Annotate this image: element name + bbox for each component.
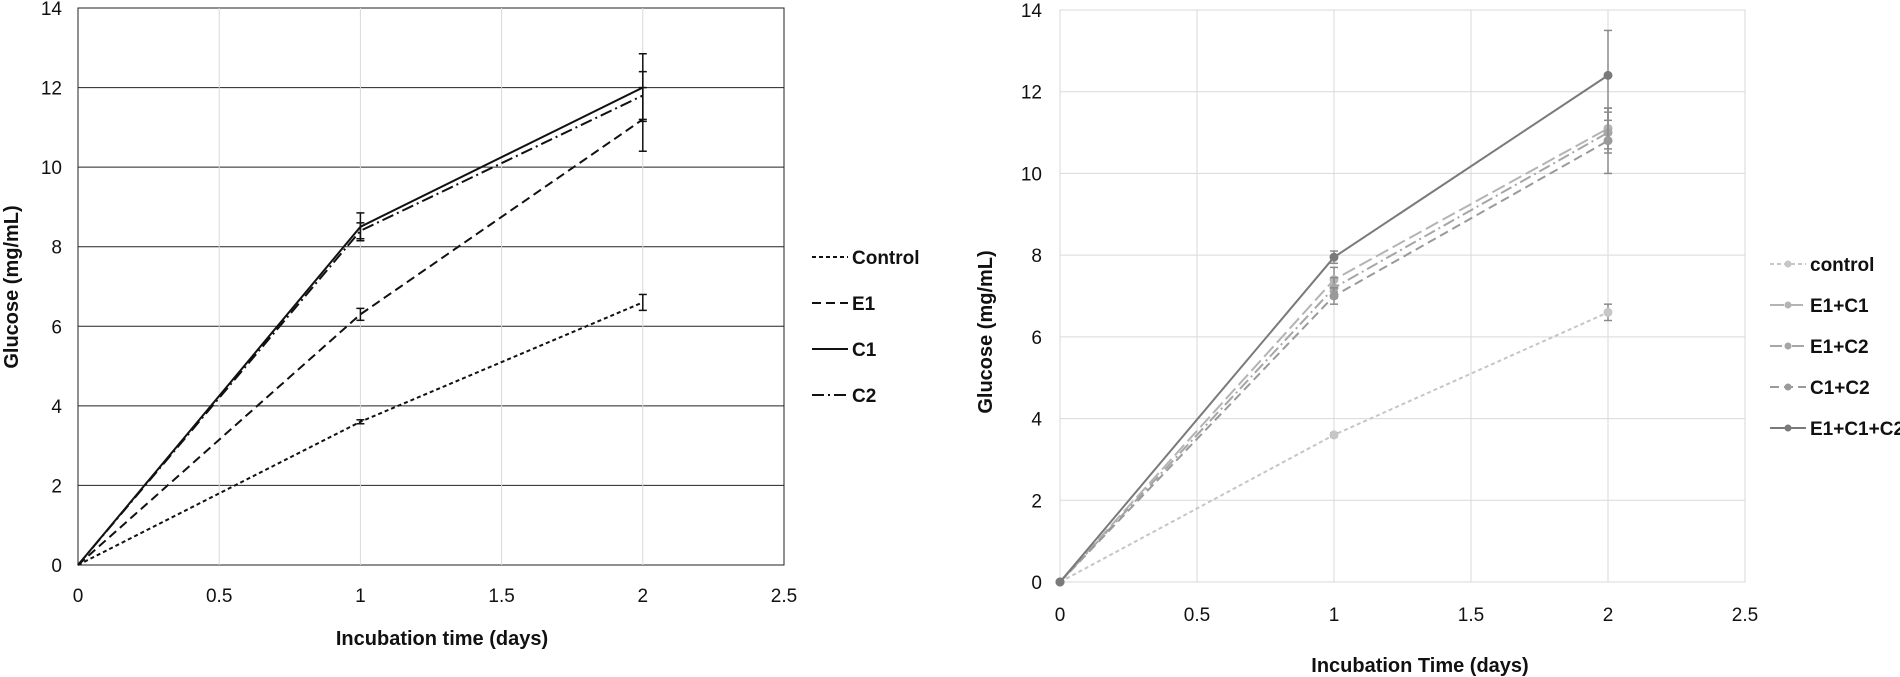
legend-label-e1: E1 — [852, 294, 876, 315]
y-tick-label: 10 — [1021, 164, 1042, 185]
y-axis-label-right: Glucose (mg/mL) — [975, 250, 997, 413]
gridlines-right — [1060, 9, 1745, 583]
y-tick-label: 0 — [51, 556, 62, 577]
series-line-e1 — [77, 118, 644, 566]
y-tick-label: 10 — [41, 158, 62, 179]
x-tick-label: 0.5 — [1184, 605, 1210, 626]
legend-right: control E1+C1 E1+C2 C1+C2 E1+C1+C2 — [1770, 255, 1900, 440]
legend-label-control: Control — [852, 248, 920, 269]
y-tick-label: 2 — [1031, 491, 1042, 512]
y-tick-label: 6 — [1031, 328, 1042, 349]
legend-left: Control E1 C1 C2 — [812, 248, 920, 407]
x-tick-label: 2.5 — [771, 586, 797, 607]
y-tick-label: 14 — [41, 0, 63, 20]
data-point-control — [1603, 307, 1613, 317]
plot-area-right — [1059, 9, 1746, 583]
legend-label-e1-c1: E1+C1 — [1810, 296, 1869, 317]
x-tick-label: 1 — [1329, 605, 1340, 626]
y-tick-label: 14 — [1021, 1, 1043, 22]
x-tick-label: 2.5 — [1732, 605, 1758, 626]
legend-marker-control — [1784, 260, 1792, 268]
y-axis-label-left: Glucose (mg/mL) — [1, 205, 23, 368]
tick-labels-left: 0 2 4 6 8 10 12 14 0 0.5 1 1.5 2 2.5 — [41, 0, 797, 607]
chart-left: 0 2 4 6 8 10 12 14 0 0.5 1 1.5 2 2.5 Control E1 C1 C2 In… — [1, 0, 920, 650]
legend-label-c2: C2 — [852, 386, 876, 407]
data-point-e1-c1-c2 — [1055, 577, 1065, 587]
x-tick-label: 0.5 — [206, 586, 232, 607]
legend-label-c1: C1 — [852, 340, 877, 361]
tick-labels-right: 0 2 4 6 8 10 12 14 0 0.5 1 1.5 2 2.5 — [1021, 1, 1758, 626]
y-tick-label: 8 — [1031, 246, 1042, 267]
y-tick-label: 6 — [51, 317, 62, 338]
x-tick-label: 2 — [638, 586, 649, 607]
legend-label-control: control — [1810, 255, 1874, 276]
series-right — [1055, 29, 1613, 587]
data-point-control — [1329, 430, 1339, 440]
legend-label-e1-c1-c2: E1+C1+C2 — [1810, 419, 1900, 440]
legend-label-e1-c2: E1+C2 — [1810, 337, 1869, 358]
x-tick-label: 1 — [355, 586, 366, 607]
y-tick-label: 12 — [1021, 83, 1042, 104]
x-axis-label-right: Incubation Time (days) — [1311, 655, 1528, 677]
legend-marker-e1-c1-c2 — [1784, 424, 1792, 432]
data-point-e1-c1-c2 — [1329, 252, 1339, 262]
legend-marker-c1-c2 — [1784, 383, 1792, 391]
data-point-c1-c2 — [1329, 291, 1339, 301]
legend-marker-e1-c1 — [1784, 301, 1792, 309]
series-line-c2 — [77, 94, 644, 566]
x-axis-label-left: Incubation time (days) — [336, 628, 548, 650]
data-point-c1-c2 — [1603, 136, 1613, 146]
y-tick-label: 2 — [51, 476, 62, 497]
chart-right: 0 2 4 6 8 10 12 14 0 0.5 1 1.5 2 2.5 control E1+C1 E1+C… — [975, 1, 1900, 677]
y-tick-label: 8 — [51, 238, 62, 259]
x-tick-label: 1.5 — [1458, 605, 1484, 626]
y-tick-label: 0 — [1031, 573, 1042, 594]
data-point-e1-c1-c2 — [1603, 70, 1613, 80]
x-tick-label: 0 — [1055, 605, 1066, 626]
series-left — [77, 53, 647, 566]
x-tick-label: 2 — [1603, 605, 1614, 626]
y-tick-label: 4 — [1031, 410, 1042, 431]
x-tick-label: 1.5 — [488, 586, 514, 607]
legend-label-c1-c2: C1+C2 — [1810, 378, 1870, 399]
y-tick-label: 4 — [51, 397, 62, 418]
y-tick-label: 12 — [41, 79, 62, 100]
legend-marker-e1-c2 — [1784, 342, 1792, 350]
plot-area-left — [77, 7, 785, 566]
x-tick-label: 0 — [73, 586, 84, 607]
